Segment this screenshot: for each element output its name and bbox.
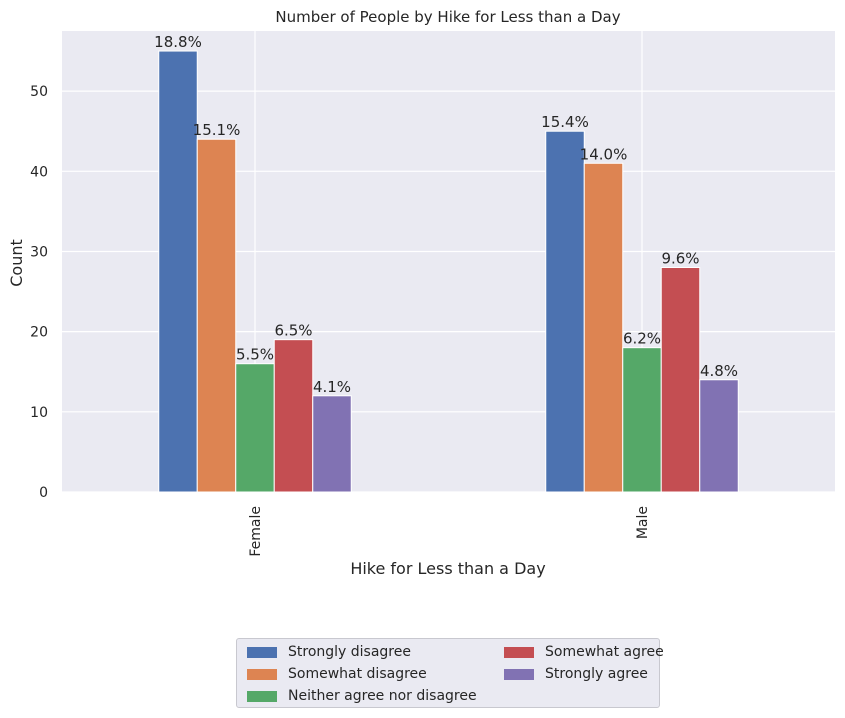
bar-data-label: 4.8% bbox=[700, 362, 738, 380]
x-axis-title: Hike for Less than a Day bbox=[350, 559, 545, 578]
y-tick-labels: 0 10 20 30 40 50 bbox=[30, 84, 48, 501]
y-tick-label: 30 bbox=[30, 244, 48, 260]
legend-label: Strongly agree bbox=[545, 666, 648, 682]
bar-data-label: 9.6% bbox=[661, 250, 699, 268]
y-axis-title: Count bbox=[7, 239, 26, 287]
bars bbox=[158, 50, 739, 493]
bar bbox=[699, 379, 739, 493]
y-tick-label: 0 bbox=[39, 485, 48, 501]
chart-title: Number of People by Hike for Less than a… bbox=[275, 8, 620, 26]
legend-label: Neither agree nor disagree bbox=[288, 688, 477, 704]
legend-swatch bbox=[247, 690, 277, 702]
bar-data-label: 6.5% bbox=[274, 322, 312, 340]
bar-data-label: 18.8% bbox=[154, 33, 202, 51]
legend-item: Strongly agree bbox=[504, 664, 648, 684]
bar bbox=[273, 339, 314, 493]
legend-item: Strongly disagree bbox=[247, 642, 411, 662]
bar bbox=[622, 347, 662, 493]
legend-item: Somewhat disagree bbox=[247, 664, 427, 684]
legend-label: Somewhat disagree bbox=[288, 666, 427, 682]
x-tick-labels: Female Male bbox=[248, 506, 651, 557]
bar bbox=[196, 138, 237, 493]
legend-swatch bbox=[247, 646, 277, 658]
bar-data-label: 14.0% bbox=[580, 145, 628, 163]
bar-data-label: 4.1% bbox=[313, 378, 351, 396]
bar bbox=[312, 395, 352, 493]
legend-swatch bbox=[247, 668, 277, 680]
legend-item: Neither agree nor disagree bbox=[247, 686, 477, 706]
bar bbox=[545, 130, 585, 493]
bar-data-label: 15.1% bbox=[193, 121, 241, 139]
y-tick-label: 10 bbox=[30, 405, 48, 421]
bar-data-label: 5.5% bbox=[236, 346, 274, 364]
x-tick-label: Male bbox=[635, 506, 651, 539]
legend-label: Somewhat agree bbox=[545, 644, 664, 660]
legend: Strongly disagree Somewhat disagree Neithe… bbox=[236, 638, 664, 708]
x-tick-label: Female bbox=[248, 506, 264, 557]
bar bbox=[235, 363, 275, 493]
bar-data-label: 6.2% bbox=[623, 330, 661, 348]
y-tick-label: 20 bbox=[30, 325, 48, 341]
bar bbox=[158, 50, 198, 493]
bar bbox=[583, 162, 624, 493]
bar bbox=[660, 267, 701, 493]
legend-swatch bbox=[504, 646, 534, 658]
data-labels: 18.8% 15.1% 5.5%6.5% 4.1% 15.4% 14.0% 6.2% 9.6%… bbox=[154, 33, 738, 396]
y-tick-label: 40 bbox=[30, 164, 48, 180]
legend-item: Somewhat agree bbox=[504, 642, 664, 662]
legend-label: Strongly disagree bbox=[288, 644, 411, 660]
bar-data-label: 15.4% bbox=[541, 113, 589, 131]
legend-swatch bbox=[504, 668, 534, 680]
y-tick-label: 50 bbox=[30, 84, 48, 100]
